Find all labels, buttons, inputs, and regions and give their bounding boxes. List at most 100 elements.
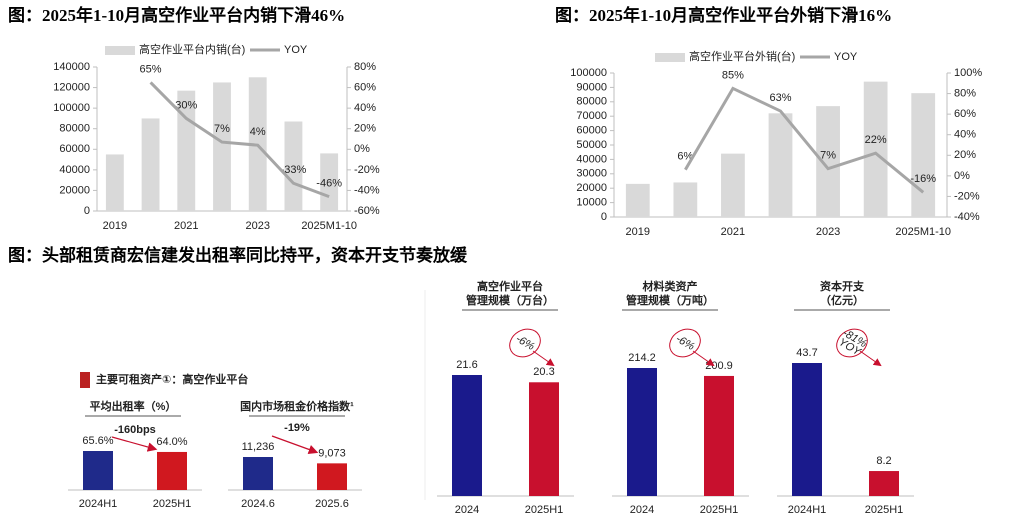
bar — [529, 382, 559, 496]
legend-label: 高空作业平台外销(台) — [689, 49, 795, 63]
legend-swatch — [655, 53, 685, 62]
annotation: -160bps — [114, 424, 156, 436]
y2-tick-label: 20% — [954, 149, 976, 161]
chart-title: 管理规模（万吨） — [626, 293, 714, 307]
chart-title: 图：2025年1-10月高空作业平台外销下滑16% — [555, 5, 892, 25]
y-tick-label: 120000 — [53, 81, 90, 93]
bar — [213, 82, 231, 211]
x-tick-label: 2025H1 — [525, 504, 564, 516]
chart-title: 国内市场租金价格指数¹ — [240, 399, 354, 413]
annotation-circle — [509, 328, 541, 358]
panel-title: 主要可租资产①：高空作业平台 — [96, 372, 248, 386]
y-tick-label: 70000 — [576, 110, 607, 122]
x-tick-label: 2019 — [103, 220, 127, 232]
y2-tick-label: 60% — [354, 81, 376, 93]
x-tick-label: 2025H1 — [153, 498, 192, 510]
y2-tick-label: 20% — [354, 123, 376, 135]
bar — [105, 154, 124, 211]
y2-tick-label: 60% — [954, 108, 976, 120]
chart-title: 高空作业平台 — [477, 279, 543, 293]
data-label: 21.6 — [456, 359, 477, 371]
bar — [243, 457, 273, 490]
y2-tick-label: -20% — [354, 164, 380, 176]
bar — [721, 153, 745, 217]
chart-title: 平均出租率（%） — [90, 399, 177, 413]
y-tick-label: 60000 — [59, 143, 90, 155]
chart-title: （亿元） — [820, 293, 864, 307]
data-label: 64.0% — [156, 436, 187, 448]
data-label: -46% — [316, 178, 342, 190]
annotation: -6% — [674, 333, 697, 353]
y-tick-label: 140000 — [53, 61, 90, 73]
y-tick-label: 30000 — [576, 168, 607, 180]
chart-title: 材料类资产 — [643, 279, 698, 293]
bar — [157, 451, 187, 490]
data-label: 7% — [820, 150, 836, 162]
annotation: -6% — [514, 333, 537, 353]
y2-tick-label: 80% — [354, 61, 376, 73]
y-tick-label: 50000 — [576, 139, 607, 151]
y-tick-label: 90000 — [576, 81, 607, 93]
x-tick-label: 2019 — [626, 226, 650, 238]
line — [149, 81, 330, 199]
bar — [869, 471, 899, 496]
y-tick-label: 80000 — [59, 123, 90, 135]
annotation-arrow — [111, 436, 158, 452]
data-label: 9,073 — [318, 447, 346, 459]
data-label: 65% — [140, 63, 162, 75]
data-label: 43.7 — [796, 347, 817, 359]
y-tick-label: 100000 — [53, 102, 90, 114]
y-tick-label: 80000 — [576, 96, 607, 108]
bar — [317, 463, 347, 490]
y2-tick-label: 40% — [354, 102, 376, 114]
x-tick-label: 2024H1 — [788, 504, 827, 516]
y2-tick-label: 100% — [954, 67, 982, 79]
x-tick-label: 2024 — [630, 504, 654, 516]
y-tick-label: 40000 — [576, 153, 607, 165]
bar — [284, 121, 303, 211]
y-tick-label: 100000 — [570, 67, 607, 79]
x-tick-label: 2025M1-10 — [895, 226, 951, 238]
chart-title: 管理规模（万台） — [466, 293, 554, 307]
annotation-arrow — [271, 435, 319, 455]
bar — [320, 153, 339, 211]
y2-tick-label: -40% — [354, 184, 380, 196]
y2-tick-label: -40% — [954, 211, 980, 223]
legend-swatch — [105, 46, 135, 55]
y-tick-label: 20000 — [59, 184, 90, 196]
y-tick-label: 40000 — [59, 164, 90, 176]
bar — [816, 106, 840, 217]
data-label: 22% — [865, 134, 887, 146]
y2-tick-label: 80% — [954, 87, 976, 99]
bar — [792, 363, 822, 496]
bar — [863, 81, 888, 217]
bar — [673, 182, 698, 217]
x-tick-label: 2025.6 — [315, 498, 349, 510]
y-tick-label: 0 — [84, 205, 90, 217]
data-label: 8.2 — [876, 455, 891, 467]
annotation: -19% — [284, 422, 310, 434]
x-tick-label: 2025H1 — [700, 504, 739, 516]
data-label: 63% — [769, 92, 791, 104]
data-label: 214.2 — [628, 352, 656, 364]
annotation-arrow — [859, 350, 882, 367]
y-tick-label: 10000 — [576, 197, 607, 209]
panel-icon — [80, 372, 90, 388]
chart-title: 资本开支 — [820, 279, 865, 293]
annotation-circle — [669, 328, 701, 358]
section-title: 图：头部租赁商宏信建发出租率同比持平，资本开支节奏放缓 — [8, 245, 468, 265]
data-label: 65.6% — [82, 435, 113, 447]
data-label: 30% — [175, 99, 197, 111]
data-label: 85% — [722, 69, 744, 81]
y2-tick-label: 40% — [954, 129, 976, 141]
x-tick-label: 2024 — [455, 504, 479, 516]
y-tick-label: 0 — [601, 211, 607, 223]
data-label: 4% — [250, 126, 266, 138]
y2-tick-label: -20% — [954, 190, 980, 202]
x-tick-label: 2023 — [816, 226, 840, 238]
annotation-circle — [836, 328, 868, 358]
bar — [704, 375, 734, 496]
data-label: 200.9 — [705, 360, 733, 372]
x-tick-label: 2021 — [174, 220, 198, 232]
